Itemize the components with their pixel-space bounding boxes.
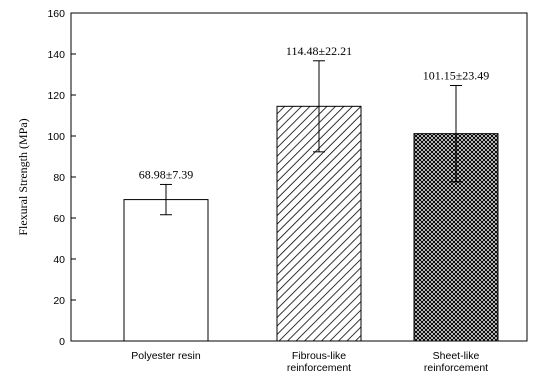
x-category-label-line: Polyester resin	[131, 350, 201, 362]
labels: 68.98±7.39 Polyester resin 114.48±22.21 Fib…	[131, 44, 489, 374]
y-tick-label: 120	[47, 90, 65, 102]
x-category-label-line: reinforcement	[287, 362, 351, 374]
y-tick-label: 160	[47, 8, 65, 20]
y-tick-label: 100	[47, 131, 65, 143]
x-category-label: Fibrous-like reinforcement	[287, 350, 351, 374]
y-axis-title: Flexural Strength (MPa)	[16, 118, 30, 235]
x-category-label-line: Fibrous-like	[292, 350, 346, 362]
x-category-label: Polyester resin	[131, 350, 201, 362]
data-label: 114.48±22.21	[286, 44, 352, 58]
x-category-label-line: Sheet-like	[433, 350, 480, 362]
y-tick-label: 60	[53, 213, 65, 225]
data-label: 68.98±7.39	[139, 167, 194, 181]
y-tick-label: 40	[53, 254, 65, 266]
bar	[123, 199, 209, 342]
x-category-label: Sheet-like reinforcement	[424, 350, 488, 374]
x-category-label-line: reinforcement	[424, 362, 488, 374]
y-tick-label: 0	[59, 336, 65, 348]
y-tick-label: 140	[47, 49, 65, 61]
bars	[123, 60, 499, 342]
y-tick-label: 20	[53, 295, 65, 307]
y-tick-label: 80	[53, 172, 65, 184]
data-label: 101.15±23.49	[423, 68, 490, 82]
